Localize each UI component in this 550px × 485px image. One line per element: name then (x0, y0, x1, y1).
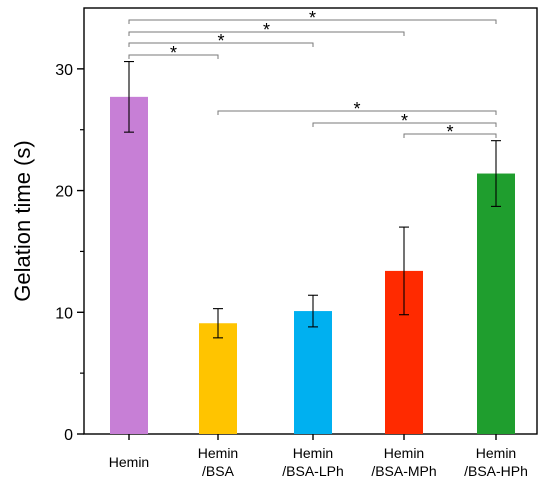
bar-1 (110, 96, 148, 434)
significance-brackets: * * * * * * * (128, 8, 497, 142)
category-label: /BSA-MPh (371, 463, 436, 479)
significance-star: * (309, 8, 316, 28)
significance-bracket-7: * (403, 122, 497, 142)
error-bar-4 (399, 226, 409, 316)
bracket-line (403, 133, 497, 138)
significance-bracket-5: * (217, 99, 497, 119)
significance-bracket-2: * (128, 20, 405, 40)
y-axis-label: Gelation time (s) (10, 140, 35, 301)
bracket-line (128, 31, 405, 36)
significance-star: * (263, 20, 270, 40)
significance-bracket-1: * (128, 8, 497, 28)
significance-bracket-6: * (312, 111, 497, 131)
significance-star: * (401, 111, 408, 131)
category-label: /BSA-LPh (282, 463, 343, 479)
error-bars (124, 61, 501, 339)
bracket-line (128, 19, 497, 24)
error-bar-3 (308, 294, 318, 328)
significance-star: * (353, 99, 360, 119)
category-label: Hemin (293, 445, 333, 461)
error-bar-5 (491, 140, 501, 207)
significance-star: * (217, 31, 224, 51)
bracket-line (312, 122, 497, 127)
bracket-line (128, 54, 219, 59)
significance-star: * (170, 43, 177, 63)
category-label: Hemin (109, 454, 149, 470)
category-label: /BSA (202, 463, 235, 479)
significance-star: * (446, 122, 453, 142)
bracket-line (217, 110, 497, 115)
error-bar-2 (213, 308, 223, 339)
bar-2 (199, 323, 237, 434)
category-label: Hemin (384, 445, 424, 461)
y-tick-label: 0 (64, 427, 73, 444)
bar-5 (477, 173, 515, 434)
bar-3 (294, 311, 332, 434)
bars (110, 96, 515, 434)
error-bar-1 (124, 61, 134, 133)
bracket-line (128, 42, 314, 47)
significance-bracket-3: * (128, 31, 314, 51)
category-label: Hemin (476, 445, 516, 461)
significance-bracket-4: * (128, 43, 219, 63)
y-tick-label: 20 (55, 184, 73, 201)
axis-labels: Hemin Hemin/BSA Hemin/BSA-LPh Hemin/BSA-MPh… (10, 140, 528, 479)
y-tick-label: 10 (55, 305, 73, 322)
category-label: Hemin (198, 445, 238, 461)
y-tick-label: 30 (55, 62, 73, 79)
category-label: /BSA-HPh (464, 463, 528, 479)
